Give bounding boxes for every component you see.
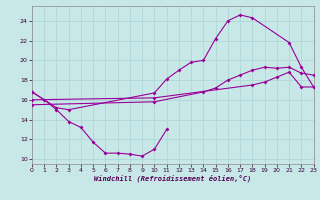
X-axis label: Windchill (Refroidissement éolien,°C): Windchill (Refroidissement éolien,°C) (94, 175, 252, 182)
